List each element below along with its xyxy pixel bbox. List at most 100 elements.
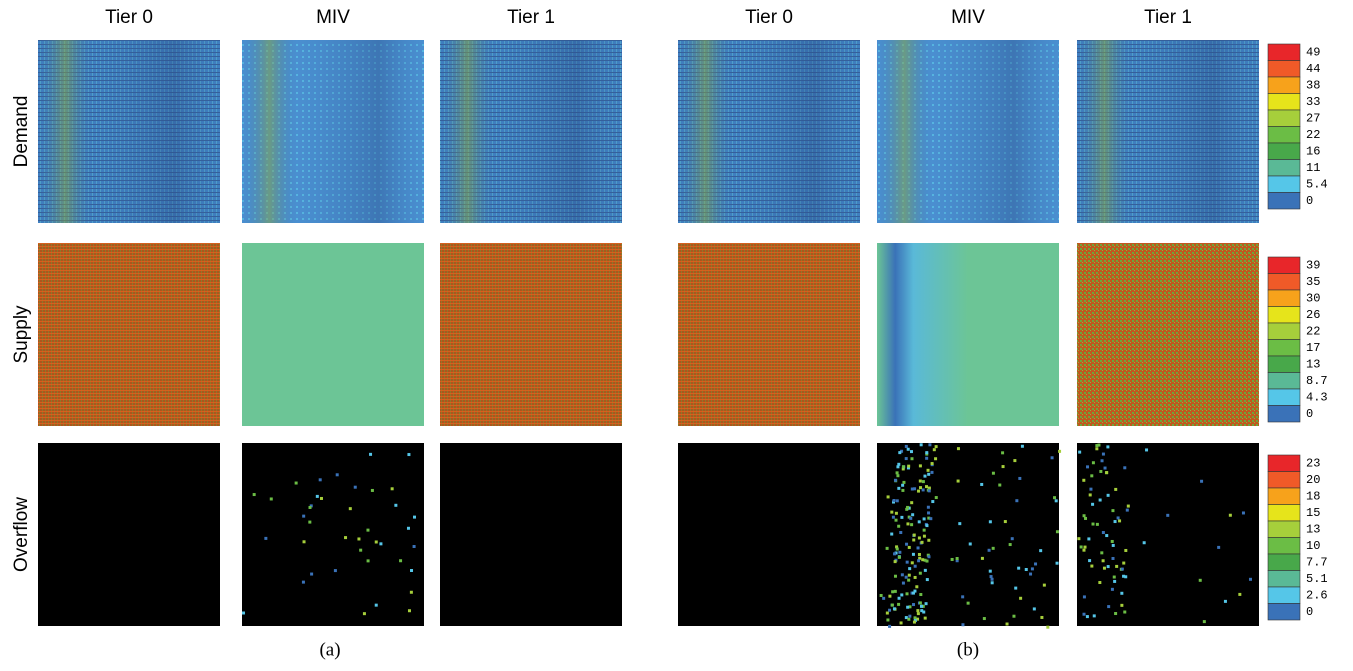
overflow-dot — [920, 605, 923, 608]
overflow-dot — [1039, 549, 1042, 552]
overflow-dot — [896, 474, 899, 477]
heatmap-shade — [1077, 40, 1259, 223]
overflow-dot — [983, 617, 986, 620]
overflow-dot — [413, 545, 416, 548]
overflow-dot — [923, 535, 926, 538]
overflow-dot — [906, 606, 909, 609]
colorbar-label: 7.7 — [1306, 555, 1328, 569]
colorbar-swatch — [1268, 44, 1300, 61]
overflow-dot — [919, 572, 922, 575]
overflow-dot — [1124, 575, 1127, 578]
heatmap-shade — [38, 40, 220, 223]
overflow-dot — [1002, 465, 1005, 468]
overflow-dot — [896, 499, 899, 502]
heatmap-shade — [678, 40, 860, 223]
overflow-dot — [1106, 445, 1109, 448]
overflow-dot — [992, 472, 995, 475]
overflow-dot — [927, 539, 930, 542]
overflow-dot — [896, 471, 899, 474]
overflow-dot — [923, 475, 926, 478]
overflow-dot — [931, 462, 934, 465]
overflow-dot — [934, 457, 937, 460]
overflow-dot — [925, 457, 928, 460]
overflow-dot — [898, 556, 901, 559]
overflow-dot — [921, 558, 924, 561]
overflow-dot — [992, 547, 995, 550]
overflow-dot — [264, 537, 267, 540]
overflow-dot — [916, 609, 919, 612]
overflow-dot — [911, 513, 914, 516]
overflow-dot — [1014, 587, 1017, 590]
overflow-dot — [1107, 605, 1110, 608]
overflow-dot — [1040, 616, 1043, 619]
heatmap — [440, 243, 622, 426]
colorbar-swatch — [1268, 406, 1300, 423]
overflow-dot — [359, 549, 362, 552]
column-header: MIV — [951, 7, 985, 28]
overflow-dot — [900, 593, 903, 596]
overflow-dot — [391, 487, 394, 490]
overflow-dot — [1056, 530, 1059, 533]
colorbar-swatch — [1268, 94, 1300, 111]
row-label: Demand — [11, 96, 32, 168]
overflow-dot — [925, 602, 928, 605]
overflow-dot — [408, 609, 411, 612]
overflow-dot — [895, 512, 898, 515]
overflow-dot — [914, 565, 917, 568]
colorbar-swatch — [1268, 61, 1300, 78]
overflow-dot — [924, 569, 927, 572]
column-header: MIV — [316, 7, 350, 28]
colorbar-label: 49 — [1306, 45, 1320, 59]
overflow-dot — [1104, 467, 1107, 470]
overflow-dot — [1124, 549, 1127, 552]
colorbar-swatch — [1268, 356, 1300, 373]
overflow-dot — [901, 484, 904, 487]
overflow-dot — [308, 521, 311, 524]
overflow-dot — [920, 443, 923, 446]
overflow-dot — [1112, 544, 1115, 547]
overflow-dot — [1084, 546, 1087, 549]
overflow-dot — [895, 519, 898, 522]
colorbar-label: 20 — [1306, 473, 1320, 487]
overflow-dot — [1092, 461, 1095, 464]
overflow-dot — [1113, 580, 1116, 583]
colorbar-swatch — [1268, 290, 1300, 307]
overflow-dot — [961, 595, 964, 598]
colorbar-label: 22 — [1306, 128, 1320, 142]
overflow-dot — [918, 553, 921, 556]
overflow-dot — [375, 540, 378, 543]
overflow-dot — [1091, 503, 1094, 506]
overflow-dot — [892, 499, 895, 502]
heatmap — [678, 443, 860, 626]
overflow-dot — [1078, 451, 1081, 454]
overflow-dot — [902, 582, 905, 585]
colorbar-label: 0 — [1306, 194, 1313, 208]
overflow-dot — [935, 445, 938, 448]
overflow-dot — [927, 511, 930, 514]
heatmap-shade — [440, 40, 622, 223]
overflow-dot — [357, 537, 360, 540]
overflow-dot — [894, 590, 897, 593]
overflow-dot — [1143, 541, 1146, 544]
overflow-dot — [1107, 565, 1110, 568]
overflow-dot — [980, 483, 983, 486]
overflow-dot — [930, 471, 933, 474]
overflow-dot — [1056, 562, 1059, 565]
overflow-dot — [1083, 613, 1086, 616]
overflow-dot — [905, 445, 908, 448]
overflow-dot — [906, 522, 909, 525]
overflow-dot — [1088, 559, 1091, 562]
overflow-dot — [1080, 545, 1083, 548]
colorbar-swatch — [1268, 554, 1300, 571]
overflow-dot — [888, 625, 891, 628]
overflow-dot — [906, 506, 909, 509]
overflow-dot — [1025, 568, 1028, 571]
overflow-dot — [911, 561, 914, 564]
colorbar-label: 17 — [1306, 341, 1320, 355]
colorbar-swatch — [1268, 587, 1300, 604]
overflow-dot — [1102, 453, 1105, 456]
overflow-dot — [1077, 537, 1080, 540]
colorbar-label: 11 — [1306, 161, 1320, 175]
overflow-dot — [913, 621, 916, 624]
overflow-dot — [1083, 514, 1086, 517]
